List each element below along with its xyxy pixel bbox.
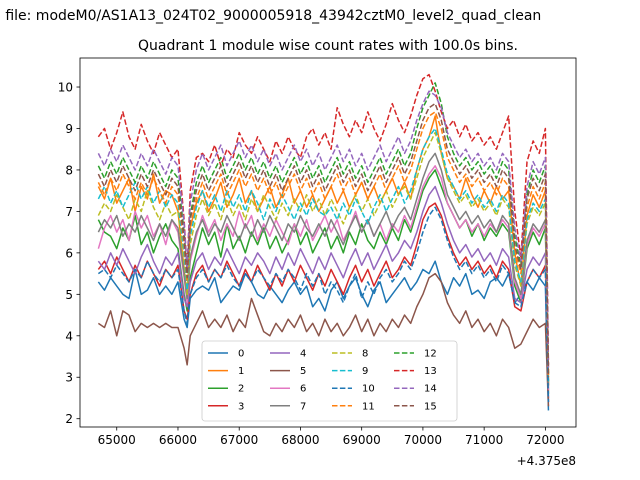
- y-tick-label: 5: [65, 288, 73, 302]
- plot-area: [79, 57, 577, 428]
- legend-label-8: 8: [362, 349, 368, 360]
- series-line-14: [97, 90, 550, 369]
- legend-label-13: 13: [424, 366, 437, 377]
- x-axis-offset-label: +4.375e8: [517, 454, 576, 468]
- legend-label-4: 4: [300, 349, 306, 360]
- legend-label-9: 9: [362, 366, 368, 377]
- legend-label-7: 7: [300, 401, 306, 412]
- legend-label-15: 15: [424, 401, 437, 412]
- x-tick-label: 66000: [159, 433, 197, 447]
- x-tick-label: 68000: [281, 433, 319, 447]
- series-layer: [97, 73, 550, 411]
- y-tick-label: 2: [65, 412, 73, 426]
- y-axis: 2 3 4 5 6 7 8 9 10: [58, 81, 80, 426]
- series-line-11: [97, 111, 550, 378]
- y-tick-label: 6: [65, 246, 73, 260]
- series-line-10: [97, 206, 550, 403]
- legend-label-5: 5: [300, 366, 306, 377]
- series-line-15: [97, 102, 550, 378]
- legend-label-14: 14: [424, 384, 437, 395]
- x-tick-label: 67000: [220, 433, 258, 447]
- legend-box: [201, 340, 458, 422]
- series-line-9: [97, 127, 550, 382]
- series-line-2: [97, 169, 550, 394]
- x-tick-label: 69000: [343, 433, 381, 447]
- x-tick-label: 65000: [98, 433, 136, 447]
- series-line-3: [97, 202, 550, 403]
- series-line-5: [97, 272, 550, 407]
- y-tick-label: 3: [65, 371, 73, 385]
- series-line-4: [97, 185, 550, 398]
- x-axis: 65000 66000 67000 68000 69000 70000 71000 72000: [98, 427, 564, 447]
- series-line-0: [97, 260, 550, 411]
- x-tick-label: 72000: [526, 433, 564, 447]
- legend-label-0: 0: [238, 349, 244, 360]
- legend-label-6: 6: [300, 384, 306, 395]
- x-tick-label: 71000: [465, 433, 503, 447]
- legend-label-12: 12: [424, 349, 437, 360]
- series-line-8: [97, 131, 550, 382]
- y-tick-label: 10: [58, 81, 73, 95]
- legend-label-1: 1: [238, 366, 244, 377]
- y-tick-label: 4: [65, 329, 73, 343]
- figure-suptitle: n file: modeM0/AS1A13_024T02_9000005918_…: [0, 8, 541, 24]
- legend-label-11: 11: [362, 401, 375, 412]
- x-tick-label: 70000: [404, 433, 442, 447]
- legend-label-2: 2: [238, 384, 244, 395]
- y-tick-label: 9: [65, 122, 73, 136]
- legend-label-3: 3: [238, 401, 244, 412]
- y-tick-label: 8: [65, 163, 73, 177]
- legend-label-10: 10: [362, 384, 375, 395]
- series-line-6: [97, 165, 550, 390]
- series-line-13: [97, 73, 550, 365]
- chart-title: Quadrant 1 module wise count rates with …: [138, 38, 518, 54]
- series-line-7: [97, 152, 550, 386]
- y-tick-label: 7: [65, 205, 73, 219]
- axes-frame: [79, 57, 577, 428]
- series-line-12: [97, 82, 550, 374]
